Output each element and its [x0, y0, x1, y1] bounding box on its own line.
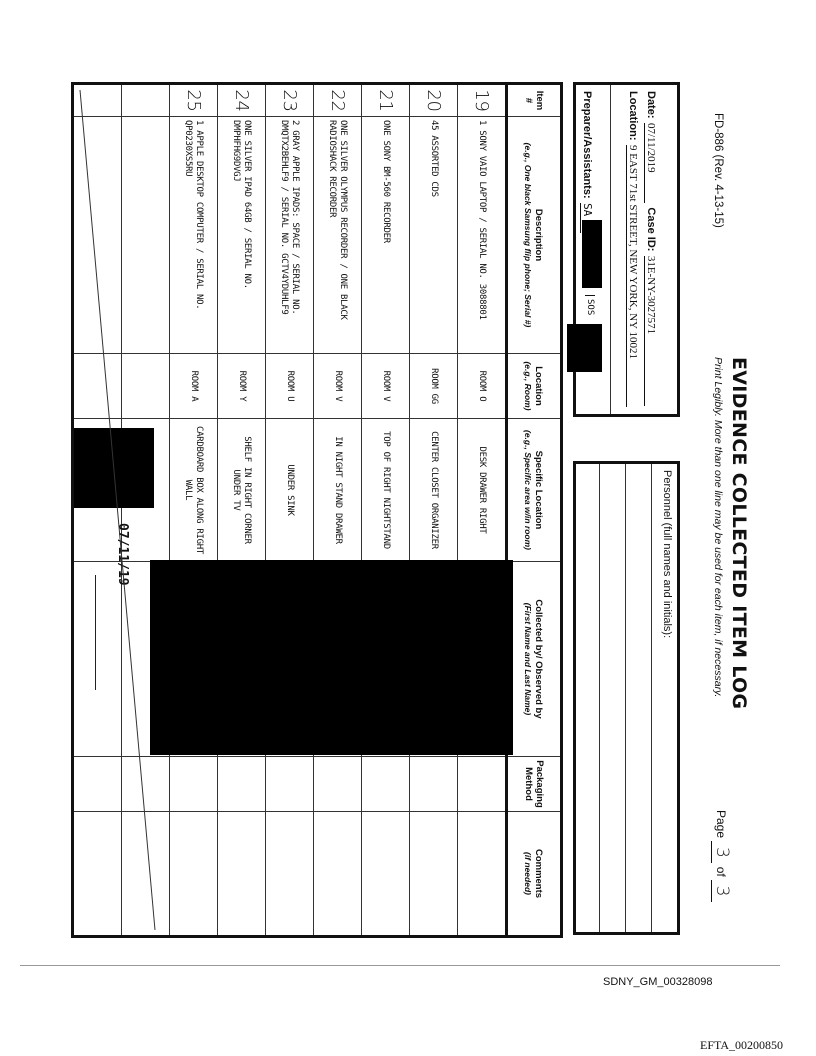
void-diagonal-line — [79, 89, 156, 931]
strike-through-line — [79, 89, 156, 931]
evidence-log-page: FD-886 (Rev. 4-13-15) EVIDENCE COLLECTED… — [60, 40, 760, 960]
efta-number: EFTA_00200850 — [700, 1038, 784, 1052]
page-divider — [20, 965, 780, 966]
bates-number: SDNY_GM_00328098 — [603, 976, 713, 988]
